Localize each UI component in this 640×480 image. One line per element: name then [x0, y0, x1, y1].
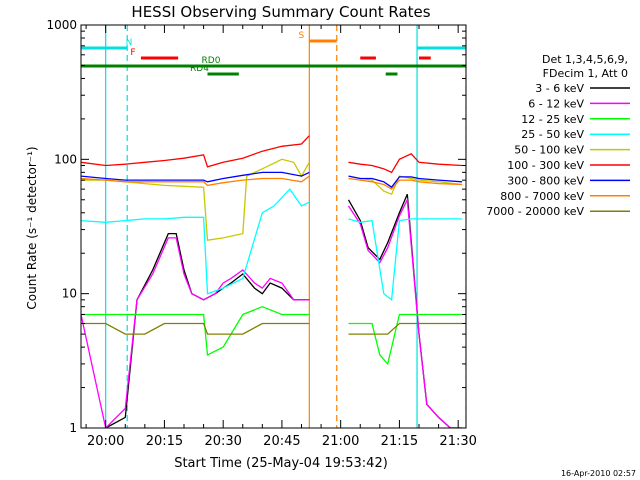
series-line-1	[81, 197, 463, 428]
y-axis-label: Count Rate (s⁻¹ detector⁻¹)	[25, 146, 39, 309]
legend-label-3: 25 - 50 keV	[521, 128, 584, 141]
y-tick-label-2: 100	[54, 152, 77, 166]
chart-title: HESSI Observing Summary Count Rates	[131, 3, 430, 21]
legend-label-1: 6 - 12 keV	[528, 97, 584, 110]
x-tick-label-1: 20:15	[146, 434, 183, 449]
legend-label-5: 100 - 300 keV	[507, 159, 584, 172]
x-tick-label-0: 20:00	[87, 434, 124, 449]
y-tick-label-0: 1	[69, 421, 77, 435]
flag-label-n: N	[126, 38, 133, 48]
legend-label-0: 3 - 6 keV	[535, 82, 584, 95]
flag-label-rd0: RD0	[202, 56, 221, 66]
series-line-2	[81, 306, 463, 366]
x-axis-label: Start Time (25-May-04 19:53:42)	[174, 456, 388, 471]
legend-label-2: 12 - 25 keV	[521, 113, 584, 126]
legend-label-4: 50 - 100 keV	[514, 144, 584, 157]
legend-header-0: Det 1,3,4,5,6,9,	[542, 53, 628, 66]
footer-date: 16-Apr-2010 02:57	[561, 469, 636, 478]
x-tick-label-5: 21:15	[381, 434, 418, 449]
series-line-0	[105, 193, 463, 428]
x-tick-label-3: 20:45	[263, 434, 300, 449]
y-tick-label-1: 10	[62, 287, 77, 301]
flag-label-f: F	[130, 48, 135, 58]
x-tick-label-4: 21:00	[322, 434, 359, 449]
series-line-5	[81, 135, 463, 174]
series-line-8	[81, 322, 463, 335]
y-tick-label-3: 1000	[46, 18, 77, 32]
legend-label-8: 7000 - 20000 keV	[486, 205, 584, 218]
legend-label-7: 800 - 7000 keV	[500, 190, 584, 203]
flag-label-rd4: RD4	[190, 64, 209, 74]
series-line-6	[81, 171, 463, 189]
plot-frame	[80, 24, 467, 429]
x-tick-label-2: 20:30	[204, 434, 241, 449]
x-tick-label-6: 21:30	[439, 434, 476, 449]
series-line-3	[81, 188, 463, 302]
legend-header-1: FDecim 1, Att 0	[543, 67, 628, 80]
flag-label-s: S	[298, 31, 304, 41]
legend-label-6: 300 - 800 keV	[507, 174, 584, 187]
series-line-7	[81, 175, 463, 190]
